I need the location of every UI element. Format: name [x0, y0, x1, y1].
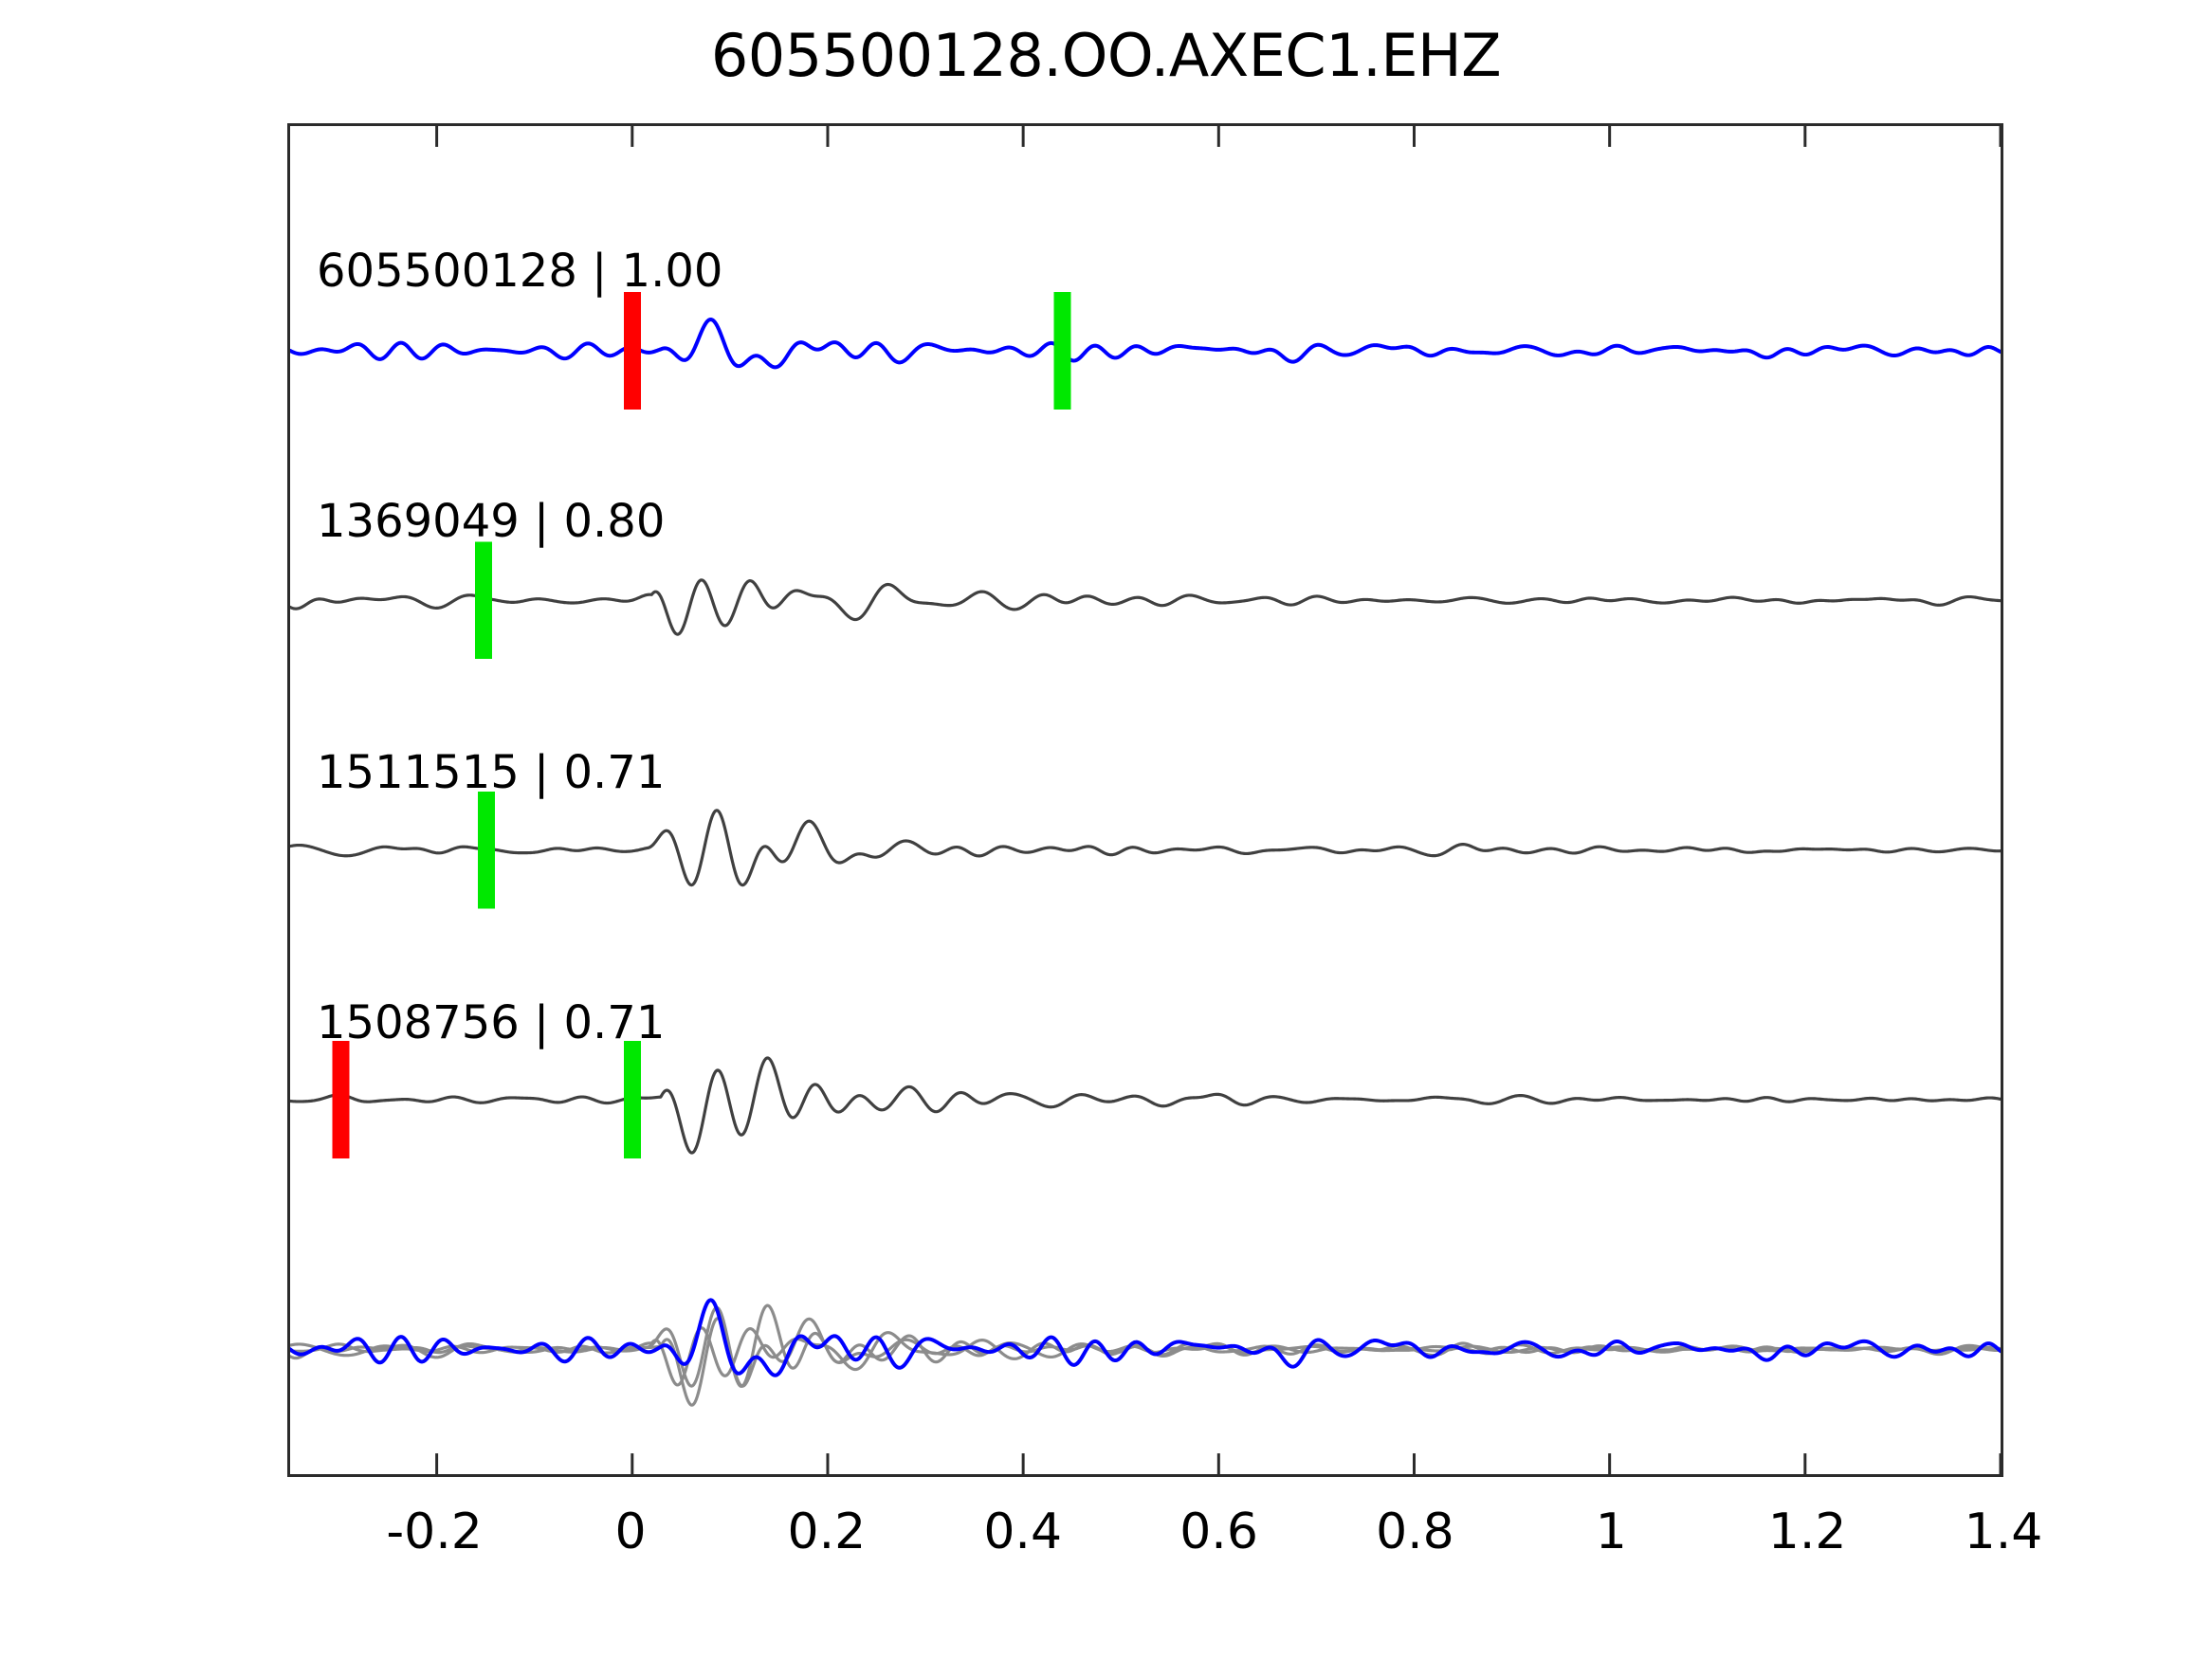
x-tick-label: 0.4 — [983, 1504, 1063, 1560]
pick-marker-1511515-S[interactable] — [478, 791, 496, 909]
x-tick-label: 1 — [1595, 1504, 1627, 1560]
x-tick-label: -0.2 — [386, 1504, 483, 1560]
trace-label-605500128: 605500128 | 1.00 — [317, 244, 723, 298]
waveform-trace-1508756 — [290, 1056, 2001, 1155]
trace-label-1508756: 1508756 | 0.71 — [317, 996, 666, 1050]
x-tick-label: 0.2 — [787, 1504, 867, 1560]
overlay-trace-1369049 — [290, 1326, 2001, 1387]
pick-marker-605500128-S[interactable] — [1053, 292, 1071, 410]
waveform-trace-605500128 — [290, 317, 2001, 370]
x-tick-label: 0 — [614, 1504, 647, 1560]
x-tick-label: 1.2 — [1767, 1504, 1847, 1560]
waveform-trace-1369049 — [290, 578, 2001, 636]
page-title: 605500128.OO.AXEC1.EHZ — [710, 21, 1502, 90]
pick-marker-1508756-S[interactable] — [623, 1041, 641, 1158]
overlay-trace-605500128 — [290, 1298, 2001, 1377]
waveform-plot — [290, 126, 2001, 1474]
x-tick-label: 1.4 — [1964, 1504, 2043, 1560]
plot-area — [287, 123, 2003, 1477]
pick-marker-605500128-P[interactable] — [623, 292, 641, 410]
x-tick-label: 0.8 — [1376, 1504, 1454, 1560]
trace-label-1369049: 1369049 | 0.80 — [317, 495, 666, 549]
pick-marker-1369049-S[interactable] — [475, 541, 493, 660]
pick-marker-1508756-P[interactable] — [332, 1041, 350, 1158]
waveform-trace-1511515 — [290, 809, 2001, 887]
trace-label-1511515: 1511515 | 0.71 — [317, 745, 666, 799]
overlay-trace-1508756 — [290, 1304, 2001, 1407]
x-tick-label: 0.6 — [1179, 1504, 1258, 1560]
